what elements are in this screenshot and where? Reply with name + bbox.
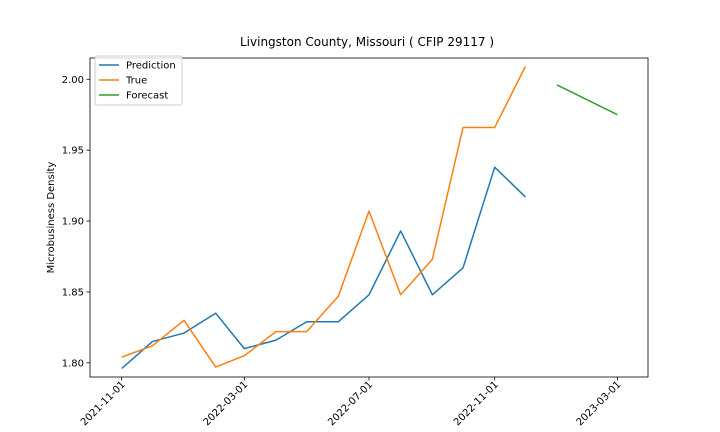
y-tick-label: 1.90 — [62, 217, 84, 228]
y-axis-label: Microbusiness Density — [46, 162, 57, 274]
y-tick-label: 1.80 — [62, 358, 84, 369]
legend: Prediction True Forecast — [94, 55, 183, 106]
series-layer — [121, 66, 618, 370]
series-line-prediction — [121, 166, 526, 370]
y-tick-label: 1.95 — [62, 146, 84, 157]
y-tick-label: 1.85 — [62, 287, 84, 298]
legend-label: Prediction — [126, 61, 176, 72]
y-axis: 1.80 1.85 1.90 1.95 2.00 — [62, 75, 90, 369]
series-line-forecast — [556, 84, 618, 116]
legend-box — [94, 55, 183, 106]
legend-label: Forecast — [126, 91, 168, 102]
series-line-true — [121, 66, 527, 368]
chart-title: Livingston County, Missouri ( CFIP 29117… — [240, 35, 494, 49]
y-tick-label: 2.00 — [62, 75, 84, 86]
legend-label: True — [125, 76, 147, 87]
